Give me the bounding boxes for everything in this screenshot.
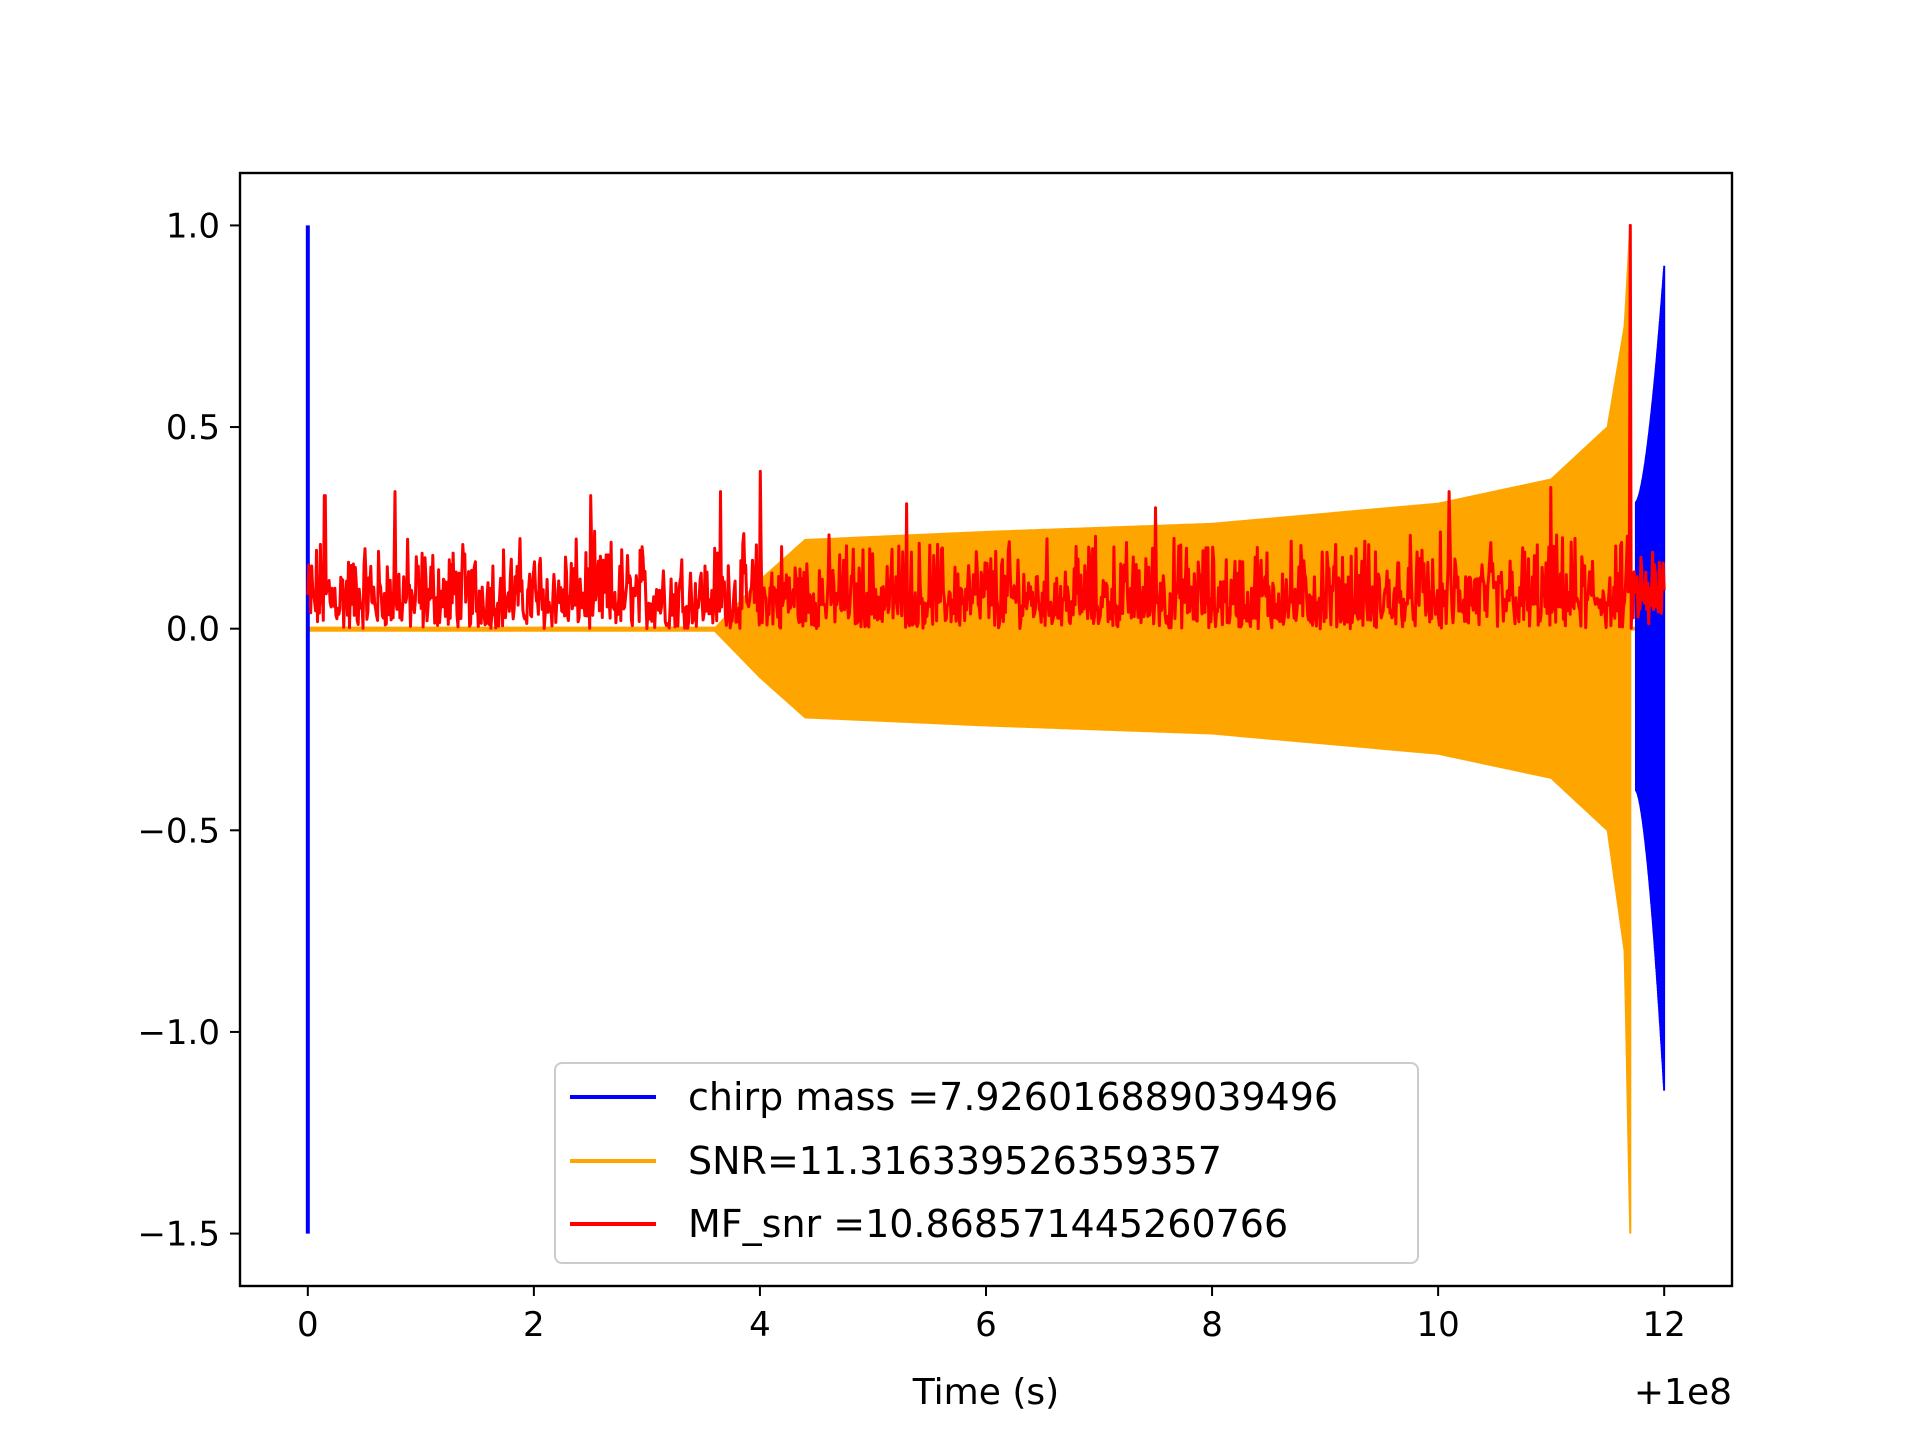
x-tick-label: 4 (749, 1305, 771, 1345)
y-tick-label: −1.0 (137, 1013, 220, 1053)
legend-label-chirp-mass: chirp mass =7.926016889039496 (688, 1075, 1338, 1119)
mf-snr-line (306, 223, 1666, 631)
legend-label-snr: SNR=11.316339526359357 (688, 1139, 1222, 1183)
x-axis-label: Time (s) (912, 1372, 1059, 1413)
y-tick-label: 1.0 (166, 206, 220, 246)
x-offset-label: +1e8 (1634, 1372, 1732, 1413)
chirp-waveform (1634, 265, 1666, 1091)
x-tick-label: 0 (297, 1305, 319, 1345)
legend-label-mf-snr: MF_snr =10.868571445260766 (688, 1202, 1288, 1246)
y-tick-label: 0.5 (166, 408, 220, 448)
x-tick-label: 12 (1643, 1305, 1686, 1345)
y-axis: 1.0 0.5 0.0 −0.5 −1.0 −1.5 (137, 206, 240, 1255)
series-layer (305, 223, 1666, 1234)
x-tick-label: 6 (975, 1305, 997, 1345)
x-tick-label: 2 (523, 1305, 545, 1345)
x-tick-label: 8 (1201, 1305, 1223, 1345)
legend-box (554, 1062, 1419, 1264)
x-tick-label: 10 (1416, 1305, 1459, 1345)
x-axis: 0 2 4 6 8 10 12 (297, 1286, 1686, 1345)
y-tick-label: 0.0 (166, 610, 220, 650)
legend: chirp mass =7.926016889039496 SNR=11.316… (554, 1062, 1419, 1264)
y-tick-label: −0.5 (137, 811, 220, 851)
y-tick-label: −1.5 (137, 1215, 220, 1255)
